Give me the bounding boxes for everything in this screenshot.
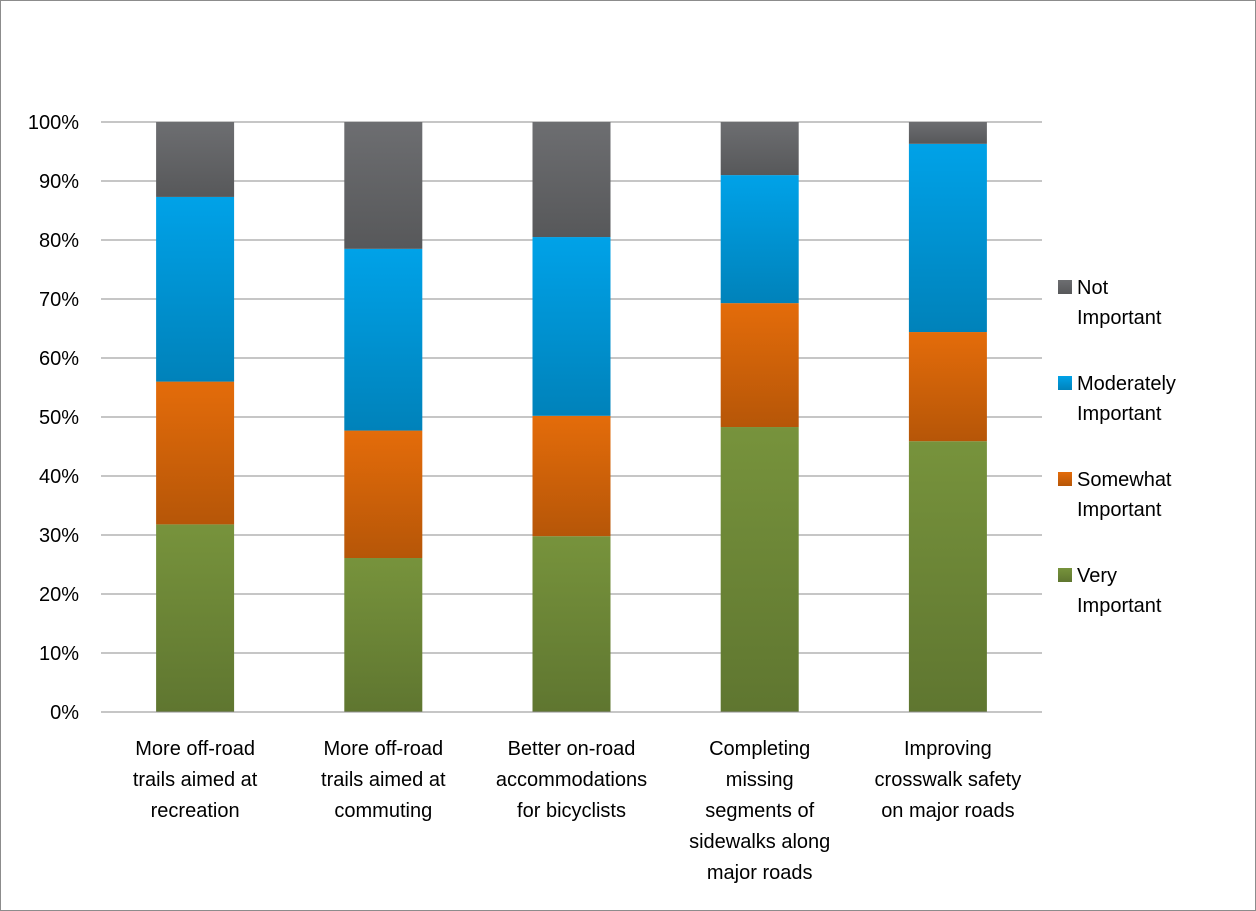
legend: Not Important Moderately Important Somewhat I… (1058, 277, 1176, 617)
bar-segment (908, 143, 987, 333)
bar-segment (156, 122, 235, 197)
legend-label: Somewhat Important (1077, 469, 1172, 521)
y-axis-tick-labels: 0% 10% 20% 30% 40% 50% 60% 70% 80% 90% 100% (28, 112, 79, 724)
legend-label: Moderately Important (1077, 373, 1176, 425)
x-category-label: Completing missing segments of sidewalks al… (689, 738, 830, 884)
y-tick-label: 90% (39, 171, 79, 193)
y-tick-label: 30% (39, 525, 79, 547)
bar-segment (532, 415, 611, 537)
legend-swatch (1058, 472, 1072, 486)
legend-label: Not Important (1077, 277, 1162, 329)
y-tick-label: 50% (39, 407, 79, 429)
legend-swatch (1058, 280, 1072, 294)
y-tick-label: 0% (50, 702, 79, 724)
y-tick-label: 60% (39, 348, 79, 370)
x-axis-category-labels: More off-road trails aimed at recreation Mo… (133, 738, 1021, 884)
bar-segment (720, 122, 799, 176)
bar-segment (908, 122, 987, 144)
x-category-label: Improving crosswalk safety on major roads (875, 738, 1022, 822)
y-tick-label: 80% (39, 230, 79, 252)
bar-segment (156, 381, 235, 525)
legend-label: Very Important (1077, 565, 1162, 617)
bar-segment (720, 427, 799, 712)
bar-segment (532, 122, 611, 238)
y-tick-label: 20% (39, 584, 79, 606)
bar-segment (532, 237, 611, 416)
bar-segment (344, 122, 423, 249)
y-tick-label: 100% (28, 112, 79, 134)
bar-segment (908, 332, 987, 442)
y-tick-label: 10% (39, 643, 79, 665)
bar-segment (344, 430, 423, 559)
legend-swatch (1058, 376, 1072, 390)
bars (156, 122, 987, 712)
bar-segment (344, 558, 423, 712)
x-category-label: More off-road trails aimed at commuting (321, 738, 446, 822)
bar-segment (908, 441, 987, 712)
y-tick-label: 40% (39, 466, 79, 488)
bar-segment (156, 524, 235, 712)
bar-segment (156, 196, 235, 382)
bar-segment (720, 303, 799, 428)
bar-segment (532, 536, 611, 712)
bar-segment (720, 175, 799, 304)
legend-swatch (1058, 568, 1072, 582)
x-category-label: Better on-road accommodations for bicyclis… (496, 738, 647, 822)
x-category-label: More off-road trails aimed at recreation (133, 738, 258, 822)
bar-segment (344, 248, 423, 431)
y-tick-label: 70% (39, 289, 79, 311)
